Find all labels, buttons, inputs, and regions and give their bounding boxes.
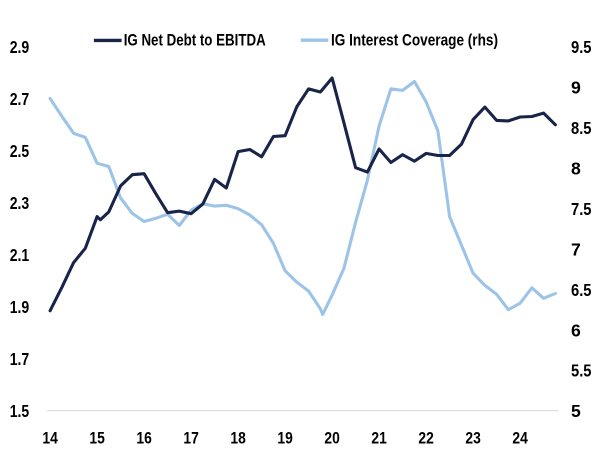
- svg-text:23: 23: [465, 429, 480, 448]
- svg-text:2.3: 2.3: [10, 193, 30, 213]
- svg-text:2.1: 2.1: [10, 245, 30, 265]
- svg-text:9: 9: [571, 78, 581, 98]
- svg-text:17: 17: [183, 429, 198, 448]
- svg-text:IG Interest Coverage (rhs): IG Interest Coverage (rhs): [331, 32, 498, 50]
- svg-text:1.7: 1.7: [10, 349, 30, 369]
- svg-text:19: 19: [277, 429, 292, 448]
- svg-text:7.5: 7.5: [571, 199, 592, 219]
- svg-text:24: 24: [512, 429, 528, 448]
- svg-text:14: 14: [42, 429, 58, 448]
- svg-text:5: 5: [571, 401, 581, 421]
- svg-text:2.7: 2.7: [10, 89, 30, 109]
- svg-text:1.9: 1.9: [10, 297, 30, 317]
- svg-text:8.5: 8.5: [571, 118, 592, 138]
- svg-text:5.5: 5.5: [571, 361, 592, 381]
- svg-text:18: 18: [230, 429, 245, 448]
- svg-text:6.5: 6.5: [571, 280, 592, 300]
- svg-text:6: 6: [571, 320, 581, 340]
- svg-text:IG Net Debt to EBITDA: IG Net Debt to EBITDA: [124, 32, 266, 50]
- svg-text:9.5: 9.5: [571, 37, 592, 57]
- svg-text:15: 15: [89, 429, 104, 448]
- svg-text:2.5: 2.5: [10, 141, 30, 161]
- svg-text:1.5: 1.5: [10, 401, 30, 421]
- svg-text:21: 21: [371, 429, 386, 448]
- svg-text:20: 20: [324, 429, 339, 448]
- svg-text:2.9: 2.9: [10, 37, 30, 57]
- svg-text:22: 22: [418, 429, 433, 448]
- svg-text:8: 8: [571, 159, 581, 179]
- svg-text:16: 16: [136, 429, 151, 448]
- svg-text:7: 7: [571, 239, 581, 259]
